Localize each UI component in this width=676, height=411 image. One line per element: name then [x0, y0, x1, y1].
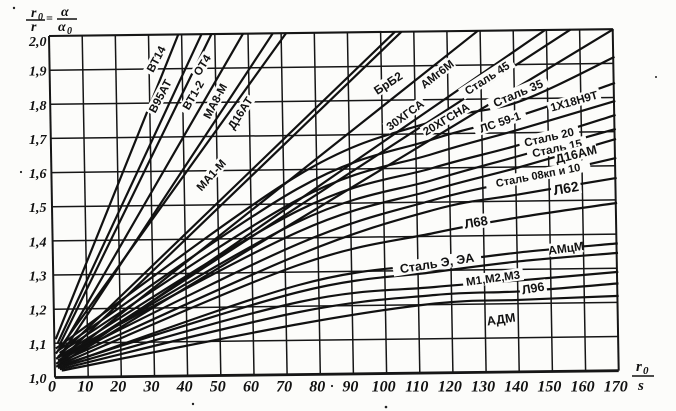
svg-text:90: 90: [342, 379, 358, 396]
svg-text:s: s: [637, 378, 644, 394]
svg-text:1,1: 1,1: [29, 338, 47, 353]
svg-text:50: 50: [210, 379, 226, 396]
svg-text:Л62: Л62: [552, 178, 580, 198]
svg-text:60: 60: [243, 379, 259, 396]
svg-text:r: r: [31, 6, 37, 21]
svg-text:10: 10: [77, 379, 93, 396]
svg-text:100: 100: [372, 379, 396, 396]
svg-text:1,6: 1,6: [29, 167, 47, 182]
svg-text:30: 30: [143, 379, 160, 396]
svg-text:1,0: 1,0: [29, 372, 47, 387]
svg-text:r: r: [636, 359, 642, 375]
svg-text:Л96: Л96: [521, 280, 546, 298]
svg-text:110: 110: [405, 379, 428, 396]
svg-text:70: 70: [276, 379, 292, 396]
svg-text:1,9: 1,9: [29, 65, 47, 80]
svg-text:20: 20: [109, 379, 126, 396]
svg-text:1,8: 1,8: [29, 99, 47, 114]
svg-text:150: 150: [537, 379, 561, 396]
svg-text:170: 170: [604, 379, 628, 396]
svg-text:120: 120: [438, 379, 462, 396]
svg-text:АМцМ: АМцМ: [547, 239, 585, 258]
svg-text:α: α: [61, 5, 69, 20]
svg-text:2,0: 2,0: [28, 35, 47, 50]
svg-text:α: α: [58, 20, 66, 35]
svg-text:80: 80: [309, 379, 325, 396]
svg-text:1,7: 1,7: [29, 133, 48, 148]
svg-text:1,2: 1,2: [29, 304, 47, 319]
svg-text:0: 0: [643, 365, 649, 377]
svg-text:0: 0: [67, 26, 72, 37]
svg-text:1,4: 1,4: [29, 235, 47, 250]
svg-text:140: 140: [504, 379, 528, 396]
svg-text:40: 40: [176, 379, 193, 396]
svg-text:130: 130: [471, 379, 495, 396]
svg-text:1,5: 1,5: [29, 201, 47, 216]
svg-text:160: 160: [571, 379, 595, 396]
svg-text:Л68: Л68: [463, 213, 489, 232]
svg-text:АДМ: АДМ: [486, 311, 516, 329]
svg-text:0: 0: [38, 12, 43, 23]
svg-text:=: =: [46, 11, 53, 25]
svg-text:r: r: [31, 20, 37, 35]
svg-text:1,3: 1,3: [29, 270, 47, 285]
svg-text:0: 0: [48, 379, 56, 396]
